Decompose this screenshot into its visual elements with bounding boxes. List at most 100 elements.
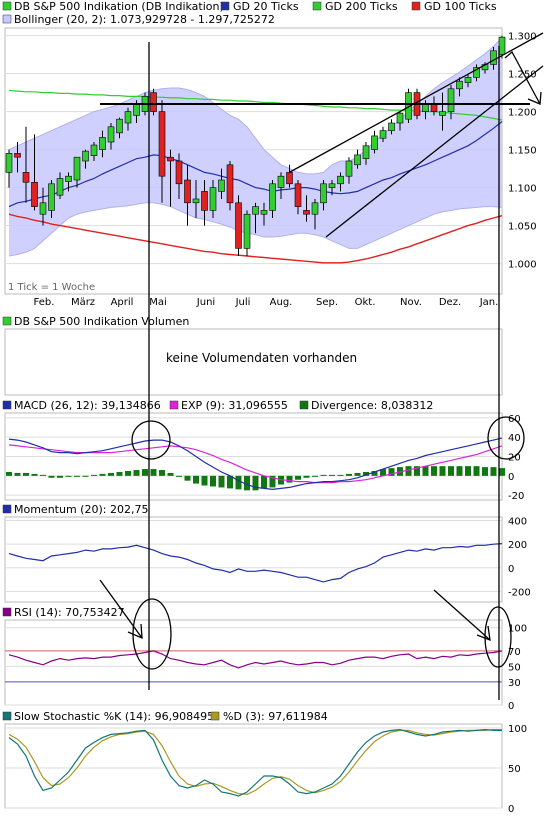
momentum-panel-frame xyxy=(4,516,503,603)
month-label: April xyxy=(111,297,134,308)
candle-body xyxy=(14,153,21,158)
divergence-bar xyxy=(482,467,488,476)
divergence-bar xyxy=(31,473,38,476)
rsi-line xyxy=(8,650,503,669)
price-y-tick-label: 1.100 xyxy=(508,184,537,195)
month-axis: Feb. März April Mai Juni Juli Aug. Sep. Okt. Nov.… xyxy=(34,297,499,308)
legend-label-stoch-k: Slow Stochastic %K (14): 96,908495 xyxy=(14,710,214,723)
price-legend: DB S&P 500 Indikation (DB Indikation) GD… xyxy=(2,0,497,26)
month-label: März xyxy=(71,297,95,308)
month-label: Aug. xyxy=(270,297,293,308)
divergence-bar xyxy=(142,469,148,476)
divergence-bar xyxy=(303,475,310,478)
candle-body xyxy=(379,130,387,139)
annotation-circle-rsi-jan xyxy=(484,606,512,668)
divergence-bar xyxy=(193,475,199,484)
macd-legend: MACD (26, 12): 39,134866 EXP (9): 31,096… xyxy=(2,399,433,412)
rsi-y-tick-label: 70 xyxy=(508,647,521,658)
divergence-bar xyxy=(133,470,140,476)
macd-y-tick-label: 40 xyxy=(508,433,521,444)
legend-swatch-price xyxy=(2,1,12,11)
divergence-bar xyxy=(414,466,420,476)
month-label: Sep. xyxy=(316,297,338,308)
gd20-line xyxy=(8,121,503,208)
divergence-bar xyxy=(108,472,114,476)
candle-body xyxy=(192,198,200,204)
divergence-bar xyxy=(473,466,480,476)
divergence-bar xyxy=(261,475,267,489)
candle-body xyxy=(371,135,378,150)
momentum-plot: 400 200 0 -200 xyxy=(5,517,531,598)
candle-body xyxy=(490,50,497,65)
candle-body xyxy=(260,210,268,215)
candle-body xyxy=(184,179,191,204)
candle-body xyxy=(320,183,327,204)
legend-label-exp: EXP (9): 31,096555 xyxy=(181,399,288,412)
price-y-tick-label: 1.250 xyxy=(508,70,537,81)
divergence-bar xyxy=(57,475,63,478)
divergence-bar xyxy=(201,475,208,486)
momentum-y-tick-label: 200 xyxy=(508,540,527,551)
candle-body xyxy=(464,77,472,84)
price-y-tick-label: 1.050 xyxy=(508,222,537,233)
legend-label-gd20: GD 20 Ticks xyxy=(233,0,299,13)
candle-body xyxy=(328,183,336,188)
divergence-bar xyxy=(295,475,301,480)
divergence-bar xyxy=(159,470,165,476)
legend-label-gd200: GD 200 Ticks xyxy=(325,0,398,13)
candle-body xyxy=(277,175,285,188)
stoch-plot: 100 50 0 xyxy=(5,724,527,815)
rsi-plot: 100 70 50 30 0 xyxy=(5,624,527,712)
divergence-bar xyxy=(48,475,55,478)
price-y-tick-label: 1.000 xyxy=(508,260,537,271)
divergence-bar xyxy=(150,469,157,476)
divergence-bar xyxy=(456,466,463,476)
divergence-bar xyxy=(337,474,344,476)
candle-body xyxy=(303,210,310,215)
legend-swatch-gd200 xyxy=(312,1,322,11)
annotation-price-arrow xyxy=(504,50,541,105)
candle-body xyxy=(354,154,361,166)
candle-body xyxy=(456,80,463,90)
divergence-bar xyxy=(380,469,386,476)
divergence-bar xyxy=(99,473,106,476)
divergence-bar xyxy=(252,475,259,491)
candle-body xyxy=(201,191,208,211)
legend-swatch-macd xyxy=(2,400,12,410)
annotation-arrow-rsi-may xyxy=(99,579,143,639)
candle-body xyxy=(430,103,438,112)
momentum-y-tick-label: 0 xyxy=(508,564,514,575)
month-label: Nov. xyxy=(400,297,422,308)
macd-y-tick-label: 0 xyxy=(508,472,514,483)
legend-label-volume: DB S&P 500 Indikation Volumen xyxy=(14,315,189,328)
divergence-bar xyxy=(354,472,361,476)
divergence-bar xyxy=(40,474,46,476)
legend-swatch-momentum xyxy=(2,504,12,514)
candle-body xyxy=(388,122,395,131)
candle-body xyxy=(158,111,166,177)
legend-label-stoch-d: %D (3): 97,611984 xyxy=(223,710,328,723)
candle-body xyxy=(167,156,174,162)
divergence-bar xyxy=(363,471,369,476)
candle-body xyxy=(124,111,132,124)
candle-body xyxy=(65,175,72,182)
divergence-bar xyxy=(269,475,276,488)
month-label: Feb. xyxy=(34,297,55,308)
divergence-bar xyxy=(6,471,12,476)
divergence-bar xyxy=(210,475,216,487)
legend-swatch-bollinger xyxy=(2,14,12,24)
candle-body xyxy=(243,213,251,249)
gd100-line xyxy=(8,213,503,264)
divergence-bar xyxy=(405,466,412,476)
divergence-bar xyxy=(320,474,327,476)
candle-body xyxy=(337,175,344,185)
divergence-bar xyxy=(448,466,454,476)
annotation-price-arrowhead xyxy=(527,91,542,105)
divergence-bar xyxy=(74,475,80,477)
legend-label-bollinger: Bollinger (20, 2): 1.073,929728 - 1.297,… xyxy=(14,13,275,26)
candle-body xyxy=(422,103,429,112)
annotation-arrow-rsi-jan xyxy=(433,589,491,641)
divergence-bar xyxy=(167,472,174,476)
legend-swatch-gd100 xyxy=(411,1,421,11)
